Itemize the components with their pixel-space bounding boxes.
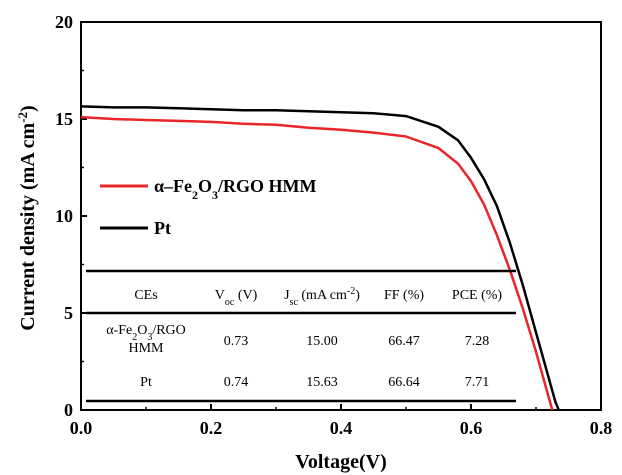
y-axis-title-sup: -2 (15, 112, 30, 123)
table-header-jsc: Jsc (mA cm-2) (284, 286, 360, 308)
y-tick-label: 20 (55, 12, 73, 32)
legend-label-fe2o3: α–Fe2O3/RGO HMM (154, 176, 317, 202)
table-row2-pce: 7.71 (465, 375, 490, 390)
x-axis-title: Voltage(V) (295, 451, 386, 473)
series-lines (80, 105, 560, 411)
series-line-pt (80, 105, 560, 411)
axis-ticks: 0.0 0.2 0.4 0.6 0.8 0 5 10 15 20 (55, 12, 612, 438)
table-row1-jsc: 15.00 (306, 334, 338, 349)
table-row1-ff: 66.47 (388, 334, 420, 349)
table-row2-ff: 66.64 (388, 375, 420, 390)
table-header-pce: PCE (%) (452, 288, 503, 303)
table-row2-voc: 0.74 (224, 375, 249, 390)
results-table: CEs Voc (V) Jsc (mA cm-2) FF (%) PCE (%)… (86, 269, 516, 403)
table-row1-voc: 0.73 (224, 334, 249, 349)
x-tick-label: 0.0 (70, 418, 93, 438)
table-row1-ce-line1: α-Fe2O3/RGO (106, 323, 186, 343)
legend: α–Fe2O3/RGO HMM Pt (100, 176, 317, 238)
y-tick-label: 15 (55, 109, 73, 129)
legend-label-pt: Pt (154, 218, 171, 238)
series-line-fe2o3 (80, 115, 554, 411)
y-axis-title: Current density (mA cm-2) (15, 105, 40, 330)
y-tick-label: 10 (55, 206, 73, 226)
table-header-voc: Voc (V) (215, 288, 258, 308)
x-tick-label: 0.2 (200, 418, 223, 438)
table-header-ces: CEs (134, 288, 157, 303)
table-row1-ce-line2: HMM (128, 341, 164, 356)
table-row2-jsc: 15.63 (306, 375, 338, 390)
x-tick-label: 0.6 (460, 418, 483, 438)
y-tick-label: 0 (64, 400, 73, 420)
x-tick-label: 0.4 (330, 418, 353, 438)
table-row2-ce: Pt (140, 375, 152, 390)
x-tick-label: 0.8 (590, 418, 613, 438)
y-tick-label: 5 (64, 303, 73, 323)
table-header-ff: FF (%) (384, 288, 424, 303)
table-row1-pce: 7.28 (465, 334, 490, 349)
